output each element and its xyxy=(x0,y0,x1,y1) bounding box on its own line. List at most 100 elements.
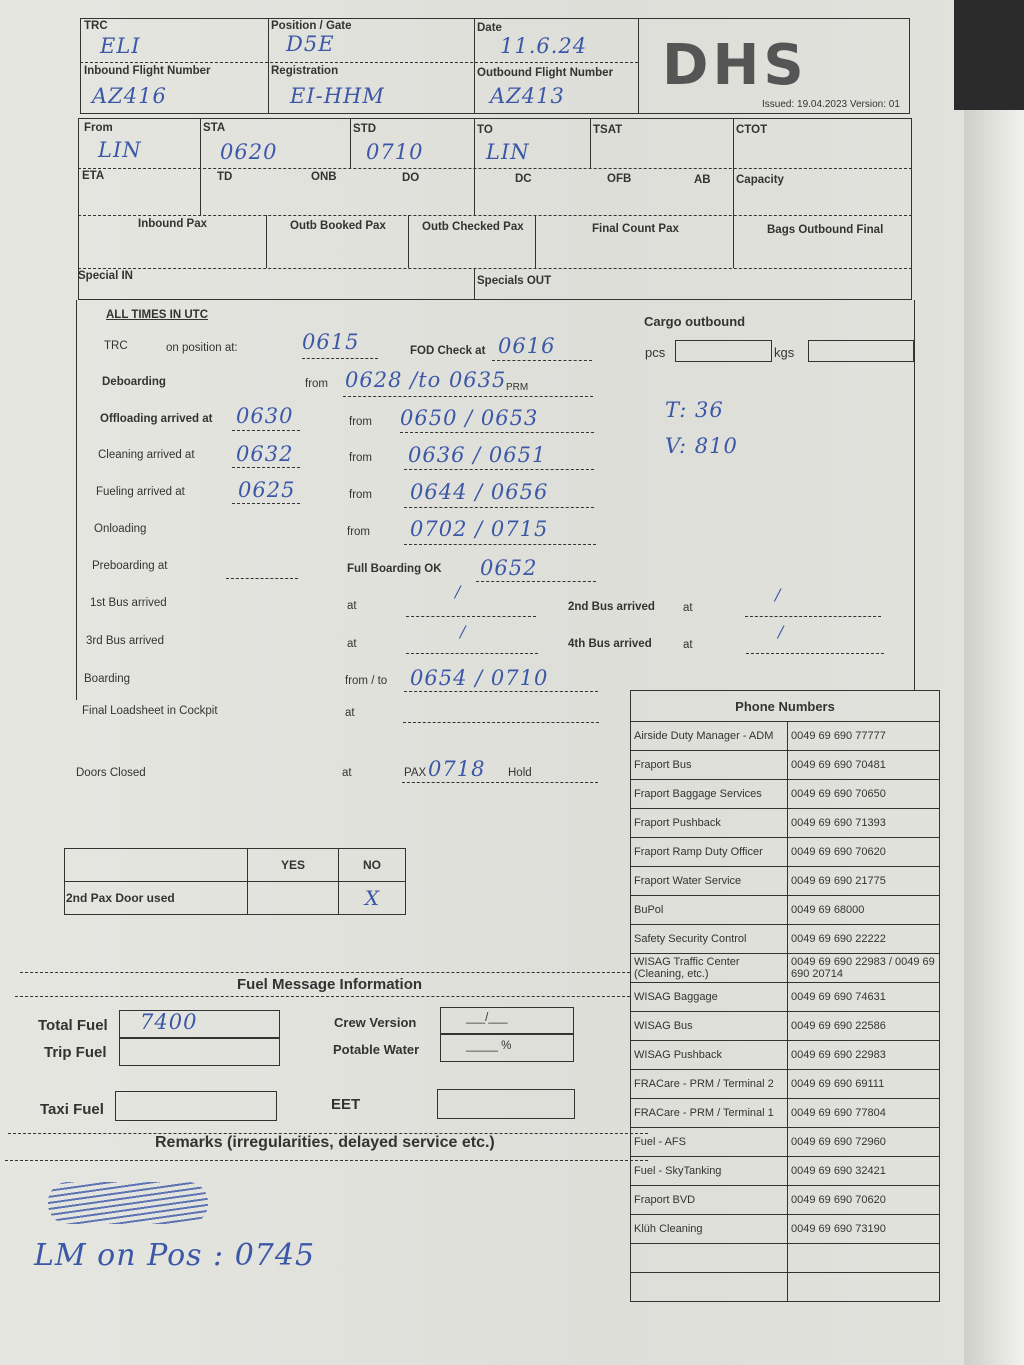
from-value[interactable]: LIN xyxy=(98,138,142,162)
fod-label: FOD Check at xyxy=(410,345,486,357)
cleaning-value[interactable]: 0632 xyxy=(236,442,294,466)
divider xyxy=(408,215,409,268)
underline xyxy=(404,691,598,692)
hold-label: Hold xyxy=(508,767,532,779)
phone-row: WISAG Baggage 0049 69 690 74631 xyxy=(630,982,940,1012)
crew-version-input[interactable] xyxy=(440,1007,574,1034)
taxi-fuel-input[interactable] xyxy=(115,1091,277,1121)
preboarding-label: Preboarding at xyxy=(92,560,168,572)
cleaning-label: Cleaning arrived at xyxy=(98,449,195,461)
offloading-value[interactable]: 0630 xyxy=(236,404,294,428)
phone-contact-name: Fraport BVD xyxy=(630,1185,788,1215)
phone-contact-name: Fraport Bus xyxy=(630,750,788,780)
fueling-value[interactable]: 0625 xyxy=(238,478,296,502)
phone-numbers-table: Phone Numbers Airside Duty Manager - ADM… xyxy=(630,690,940,1302)
divider xyxy=(535,215,536,268)
underline xyxy=(492,360,592,361)
divider xyxy=(350,118,351,168)
phone-row: WISAG Traffic Center (Cleaning, etc.) 004… xyxy=(630,953,940,983)
outbound-flight-value[interactable]: AZ413 xyxy=(490,84,565,108)
sta-value[interactable]: 0620 xyxy=(220,140,278,164)
final-count-label: Final Count Pax xyxy=(592,223,679,235)
divider xyxy=(200,118,201,215)
specials-out-label: Specials OUT xyxy=(477,275,552,287)
kgs-input[interactable] xyxy=(808,340,914,362)
divider xyxy=(20,972,630,973)
to-value[interactable]: LIN xyxy=(486,140,530,164)
phone-contact-name xyxy=(630,1243,788,1273)
offloading-label: Offloading arrived at xyxy=(100,413,213,425)
eet-input[interactable] xyxy=(437,1089,575,1119)
bus4-mark[interactable]: / xyxy=(778,622,785,641)
capacity-label: Capacity xyxy=(736,174,784,186)
full-boarding-value[interactable]: 0652 xyxy=(480,556,538,580)
onloading-range[interactable]: 0702 / 0715 xyxy=(410,517,549,541)
from-label: from xyxy=(349,416,372,428)
phone-number: 0049 69 68000 xyxy=(787,895,940,925)
divider xyxy=(474,18,475,114)
cleaning-range[interactable]: 0636 / 0651 xyxy=(408,443,547,467)
total-fuel-value: 7400 xyxy=(140,1010,198,1034)
pcs-input[interactable] xyxy=(675,340,772,362)
onb-label: ONB xyxy=(311,171,337,183)
phone-number: 0049 69 690 22222 xyxy=(787,924,940,954)
fueling-range[interactable]: 0644 / 0656 xyxy=(410,480,549,504)
phone-row: Fraport Ramp Duty Officer 0049 69 690 706… xyxy=(630,837,940,867)
doors-closed-value[interactable]: 0718 xyxy=(428,757,486,781)
trip-fuel-label: Trip Fuel xyxy=(44,1044,107,1061)
divider xyxy=(78,268,912,269)
phone-contact-name: FRACare - PRM / Terminal 1 xyxy=(630,1098,788,1128)
trip-fuel-input[interactable] xyxy=(119,1038,280,1066)
dc-label: DC xyxy=(515,173,532,185)
date-value[interactable]: 11.6.24 xyxy=(500,34,588,58)
deboarding-value[interactable]: 0628 /to 0635 xyxy=(345,368,507,392)
fueling-label: Fueling arrived at xyxy=(96,486,185,498)
phone-row: BuPol 0049 69 68000 xyxy=(630,895,940,925)
from-label: from xyxy=(349,489,372,501)
phone-row: Fuel - SkyTanking 0049 69 690 32421 xyxy=(630,1156,940,1186)
total-fuel-input[interactable] xyxy=(119,1010,280,1038)
fod-value[interactable]: 0616 xyxy=(498,334,556,358)
pax-label: PAX xyxy=(404,767,427,779)
no-checkbox[interactable]: X xyxy=(338,881,406,915)
potable-water-input[interactable] xyxy=(440,1034,574,1062)
phone-number: 0049 69 690 77777 xyxy=(787,721,940,751)
phone-number: 0049 69 690 69111 xyxy=(787,1069,940,1099)
underline xyxy=(406,653,538,654)
std-label: STD xyxy=(353,123,376,135)
scribbled-out-text xyxy=(48,1182,208,1224)
phone-row: Fraport Bus 0049 69 690 70481 xyxy=(630,750,940,780)
on-position-value[interactable]: 0615 xyxy=(302,330,360,354)
ab-label: AB xyxy=(694,174,711,186)
do-label: DO xyxy=(402,172,420,184)
registration-value[interactable]: EI-HHM xyxy=(290,84,385,108)
phone-number: 0049 69 690 22586 xyxy=(787,1011,940,1041)
on-position-label: on position at: xyxy=(166,342,238,354)
offloading-range[interactable]: 0650 / 0653 xyxy=(400,406,539,430)
phone-row: WISAG Pushback 0049 69 690 22983 xyxy=(630,1040,940,1070)
trc-value[interactable]: ELI xyxy=(100,34,141,58)
std-value[interactable]: 0710 xyxy=(366,140,424,164)
special-in-label: Special IN xyxy=(78,270,133,282)
bus3-mark[interactable]: / xyxy=(460,622,467,641)
underline xyxy=(476,581,596,582)
phone-number: 0049 69 690 74631 xyxy=(787,982,940,1012)
cargo-outbound-label: Cargo outbound xyxy=(644,314,746,329)
divider xyxy=(733,118,734,268)
no-header: NO xyxy=(338,848,406,882)
preboarding-input xyxy=(226,578,298,579)
empty-cell xyxy=(64,848,248,882)
bus1-mark[interactable]: / xyxy=(455,582,462,601)
bags-final-label: Bags Outbound Final xyxy=(767,224,884,236)
boarding-range[interactable]: 0654 / 0710 xyxy=(410,666,549,690)
remarks-title: Remarks (irregularities, delayed service… xyxy=(155,1134,495,1151)
phone-row: Airside Duty Manager - ADM 0049 69 690 77… xyxy=(630,721,940,751)
bus2-mark[interactable]: / xyxy=(775,585,782,604)
inbound-flight-value[interactable]: AZ416 xyxy=(92,84,167,108)
outb-checked-label: Outb Checked Pax xyxy=(422,221,524,233)
phone-number xyxy=(787,1243,940,1273)
yes-checkbox[interactable] xyxy=(247,881,339,915)
kgs-label: kgs xyxy=(774,345,795,360)
position-value[interactable]: D5E xyxy=(286,32,335,56)
full-boarding-label: Full Boarding OK xyxy=(347,563,442,575)
